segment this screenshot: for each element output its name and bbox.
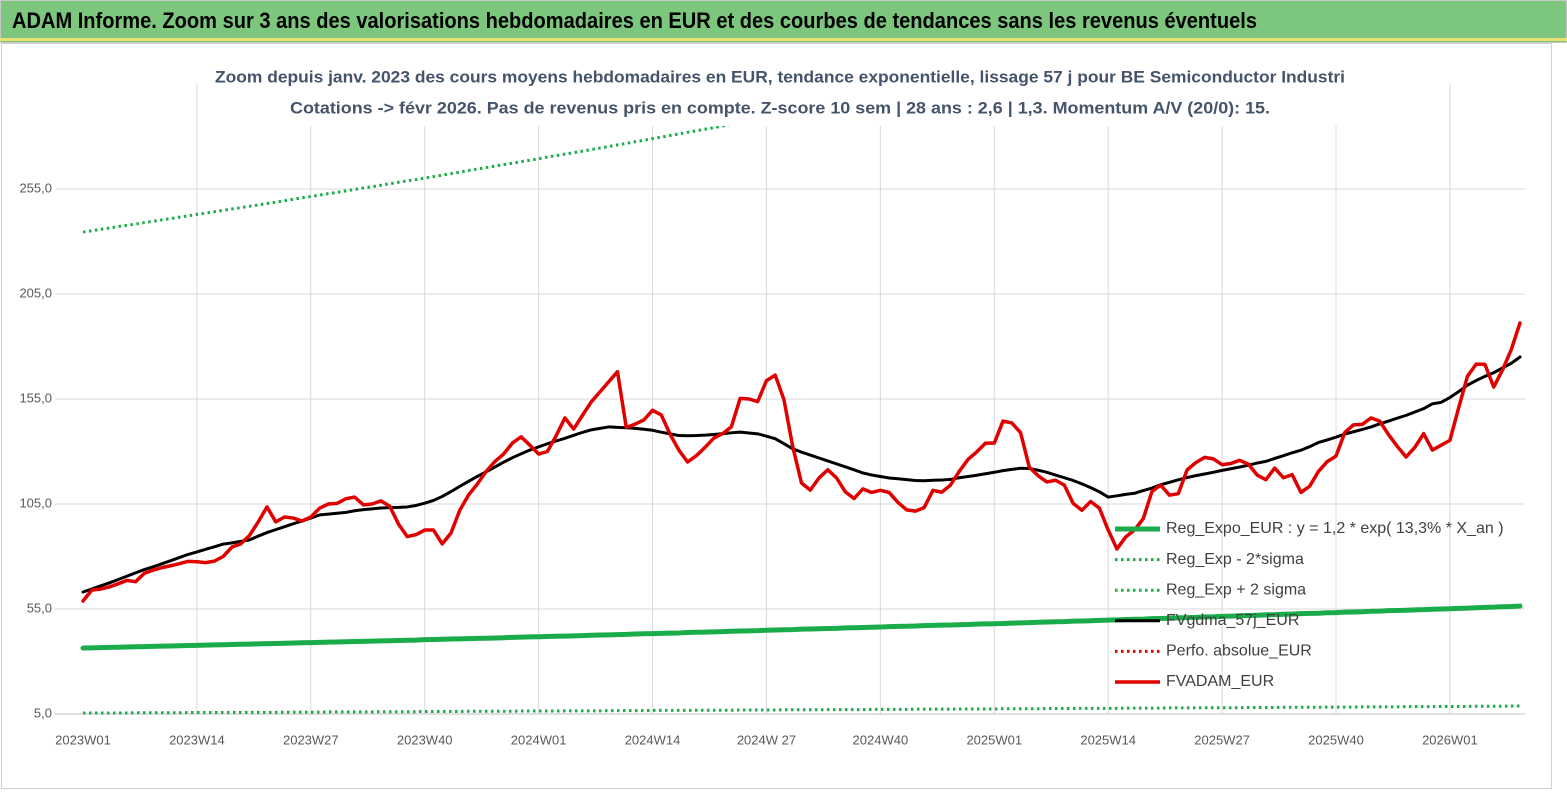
- page-title: ADAM Informe. Zoom sur 3 ans des valoris…: [12, 8, 1257, 33]
- subtitle-box: [205, 60, 1350, 126]
- x-tick-label: 2025W27: [1194, 732, 1250, 747]
- x-tick-label: 2025W01: [966, 732, 1022, 747]
- x-tick-label: 2023W01: [55, 732, 111, 747]
- legend-label: Reg_Exp + 2 sigma: [1166, 581, 1306, 598]
- legend-label: FVADAM_EUR: [1166, 673, 1274, 690]
- legend-label: Reg_Exp - 2*sigma: [1166, 551, 1304, 568]
- y-tick-label: 55,0: [27, 600, 52, 615]
- y-tick-label: 5,0: [34, 705, 52, 720]
- x-tick-label: 2025W40: [1308, 732, 1364, 747]
- legend-label: Reg_Expo_EUR : y = 1,2 * exp( 13,3% * X_…: [1166, 520, 1504, 537]
- x-tick-label: 2025W14: [1080, 732, 1136, 747]
- header-bar: [0, 0, 1567, 43]
- chart-subtitle: Cotations -> févr 2026. Pas de revenus p…: [290, 98, 1270, 117]
- chart-border: [1, 43, 1552, 789]
- x-tick-label: 2024W 27: [737, 732, 796, 747]
- legend-label: Perfo. absolue_EUR: [1166, 643, 1312, 660]
- legend-label: FVgdma_57j_EUR: [1166, 612, 1299, 629]
- x-tick-label: 2023W40: [397, 732, 453, 747]
- y-tick-label: 205,0: [19, 285, 52, 300]
- x-tick-label: 2023W27: [283, 732, 339, 747]
- x-tick-label: 2024W14: [625, 732, 681, 747]
- y-tick-label: 155,0: [19, 390, 52, 405]
- y-tick-label: 255,0: [19, 180, 52, 195]
- series-line: [82, 94, 902, 234]
- chart-subtitle: Zoom depuis janv. 2023 des cours moyens …: [215, 67, 1345, 86]
- series-line: [81, 355, 1522, 594]
- x-tick-label: 2026W01: [1422, 732, 1478, 747]
- y-tick-label: 105,0: [19, 495, 52, 510]
- series-line: [81, 321, 1522, 603]
- header-rule: [0, 38, 1567, 41]
- x-tick-label: 2024W01: [511, 732, 567, 747]
- x-tick-label: 2024W40: [853, 732, 909, 747]
- x-tick-label: 2023W14: [169, 732, 225, 747]
- series-line: [80, 603, 1523, 651]
